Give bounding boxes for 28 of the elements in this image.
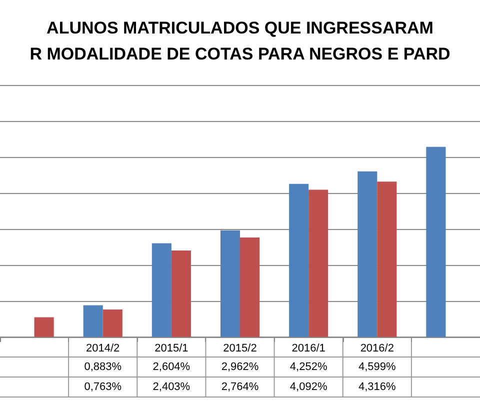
- bar: [377, 182, 397, 337]
- bar: [308, 190, 328, 337]
- x-tick-label: 2016/1: [292, 342, 326, 354]
- bar: [102, 310, 122, 337]
- x-tick-label: 2015/2: [223, 342, 257, 354]
- bar: [83, 305, 103, 337]
- data-label: 4,252%: [290, 361, 328, 373]
- data-label: 2,403%: [152, 381, 190, 393]
- bar: [220, 230, 240, 337]
- bar: [152, 243, 172, 337]
- bar: [289, 184, 309, 337]
- data-label: 2,962%: [221, 361, 259, 373]
- x-tick-label: 2015/1: [154, 342, 188, 354]
- bar: [426, 146, 446, 337]
- bar: [34, 317, 54, 337]
- bar: [240, 237, 260, 337]
- data-label: 0,883%: [84, 361, 122, 373]
- x-tick-label: 2014/2: [86, 342, 120, 354]
- data-label: 4,316%: [358, 381, 396, 393]
- data-label: 2,764%: [221, 381, 259, 393]
- data-label: 4,092%: [290, 381, 328, 393]
- bar: [171, 250, 191, 337]
- data-label: 2,604%: [152, 361, 190, 373]
- data-label: 0,763%: [84, 381, 122, 393]
- x-tick-label: 2016/2: [360, 342, 394, 354]
- chart-title: ALUNOS MATRICULADOS QUE INGRESSARAM R MODALIDADE DE COTAS PARA NEGROS E PARD: [30, 18, 450, 64]
- data-label: 4,599%: [358, 361, 396, 373]
- bar: [358, 171, 378, 337]
